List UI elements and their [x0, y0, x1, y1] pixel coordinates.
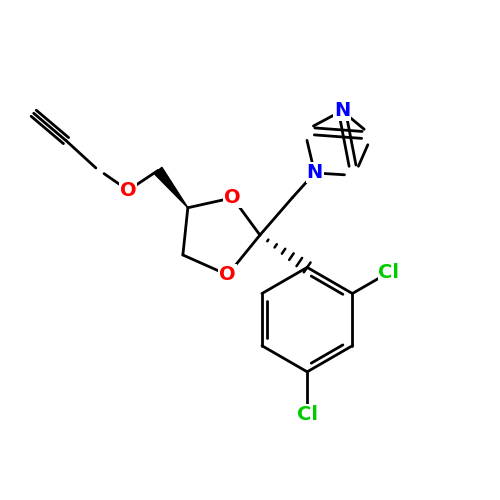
Polygon shape	[154, 168, 188, 207]
Text: N: N	[334, 102, 350, 120]
Text: Cl: Cl	[296, 404, 318, 423]
Text: O: O	[120, 181, 136, 200]
Text: N: N	[306, 164, 323, 182]
Text: O: O	[220, 266, 236, 284]
Text: Cl: Cl	[378, 263, 400, 282]
Text: O: O	[224, 188, 241, 208]
